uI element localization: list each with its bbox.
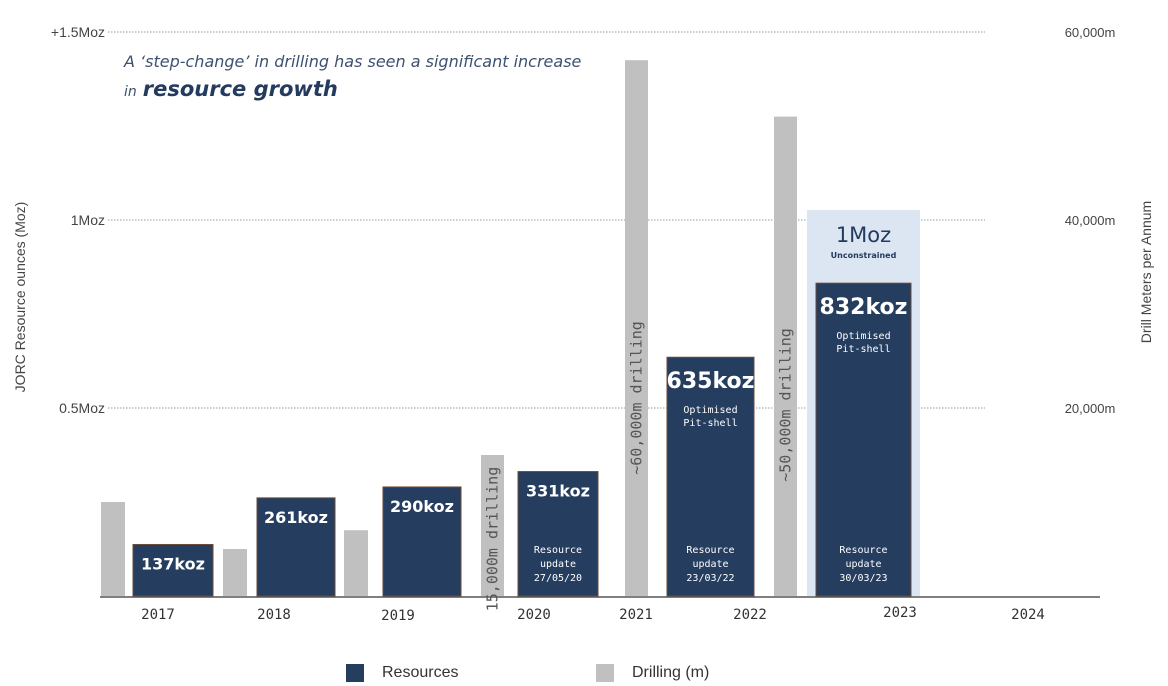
x-tick-label-2024: 2024 xyxy=(1011,607,1045,623)
resource-bar-2020 xyxy=(517,471,599,597)
gridlines xyxy=(108,31,985,409)
resource-value-2018: 261koz xyxy=(264,508,328,527)
headline-emphasis: resource growth xyxy=(142,77,338,101)
x-tick-label-2017: 2017 xyxy=(141,607,175,623)
x-tick-label-2020: 2020 xyxy=(517,607,551,623)
drilling-label-2021: ~60,000m drilling xyxy=(628,321,646,475)
legend-drilling-label: Drilling (m) xyxy=(632,664,710,681)
resource-note-2023: update xyxy=(845,559,881,570)
resource-bar-2023 xyxy=(815,282,912,597)
y-axis-right-label: Drill Meters per Annum xyxy=(1138,200,1154,344)
headline-line-1: A ‘step-change’ in drilling has seen a s… xyxy=(124,52,582,71)
headline-line-2: in resource growth xyxy=(124,77,581,101)
drilling-label-2022: ~50,000m drilling xyxy=(777,328,795,482)
drilling-label-2020: 15,000m drilling xyxy=(484,467,502,612)
resource-note-2020: 27/05/20 xyxy=(534,573,582,584)
resource-bar-2022 xyxy=(666,356,755,597)
resource-value-2022: 635koz xyxy=(667,369,755,394)
unconstrained-label: 1Moz xyxy=(836,223,891,247)
resource-bar-2017 xyxy=(132,543,214,597)
headline-prefix: in xyxy=(124,84,137,100)
resource-subnote-2022: Pit-shell xyxy=(683,418,737,429)
y-left-tick-label: 1Moz xyxy=(71,212,105,228)
y-right-tick-label: 40,000m xyxy=(1065,213,1116,228)
resource-subnote-2022: Optimised xyxy=(683,405,737,416)
x-tick-label-2022: 2022 xyxy=(733,607,767,623)
drilling-bars: 15,000m drilling ~60,000m drilling ~50,000… xyxy=(101,60,797,611)
resource-value-2017: 137koz xyxy=(141,554,205,573)
resource-note-2022: update xyxy=(692,559,728,570)
resource-value-2020: 331koz xyxy=(526,482,590,501)
y-left-tick-label: +1.5Moz xyxy=(51,24,105,40)
resource-note-2022: 23/03/22 xyxy=(686,573,734,584)
x-tick-label-2021: 2021 xyxy=(619,607,653,623)
y-right-tick-label: 20,000m xyxy=(1065,401,1116,416)
legend-drilling-swatch xyxy=(596,664,614,682)
legend-resources-swatch xyxy=(346,664,364,682)
drilling-bar-2022 xyxy=(774,116,797,596)
drilling-bar-2017 xyxy=(101,502,125,596)
resource-bars: 137koz 261koz 290koz 331koz Resource update 27… xyxy=(132,282,912,597)
resource-bar-2018 xyxy=(256,497,336,597)
resource-note-2022: Resource xyxy=(686,545,734,556)
legend-resources-label: Resources xyxy=(382,664,459,681)
resource-subnote-2023: Optimised xyxy=(836,331,890,342)
resource-value-2023: 832koz xyxy=(820,295,908,320)
chart-headline: A ‘step-change’ in drilling has seen a s… xyxy=(124,52,581,101)
resource-note-2020: Resource xyxy=(534,545,582,556)
resource-note-2023: Resource xyxy=(839,545,887,556)
x-tick-label-2018: 2018 xyxy=(257,607,291,623)
drilling-bar-2021 xyxy=(625,60,648,596)
resource-value-2019: 290koz xyxy=(390,497,454,516)
drilling-bar-2018 xyxy=(223,549,247,596)
legend-drilling: Drilling (m) xyxy=(596,664,709,682)
resource-note-2023: 30/03/23 xyxy=(839,573,887,584)
axes: 0.5Moz 1Moz +1.5Moz 20,000m 40,000m 60,000m 20… xyxy=(51,24,1115,624)
legend-resources: Resources xyxy=(346,664,458,682)
y-axis-left-label: JORC Resource ounces (Moz) xyxy=(12,201,28,393)
unconstrained-sublabel: Unconstrained xyxy=(831,251,897,260)
x-tick-label-2023: 2023 xyxy=(883,605,917,621)
y-left-tick-label: 0.5Moz xyxy=(59,400,105,416)
resource-subnote-2023: Pit-shell xyxy=(836,344,890,355)
x-tick-label-2019: 2019 xyxy=(381,608,415,624)
resource-note-2020: update xyxy=(540,559,576,570)
drilling-bar-2020 xyxy=(481,455,504,596)
resource-bar-2019 xyxy=(382,486,462,597)
drilling-bar-2019 xyxy=(344,530,368,596)
y-right-tick-label: 60,000m xyxy=(1065,25,1116,40)
